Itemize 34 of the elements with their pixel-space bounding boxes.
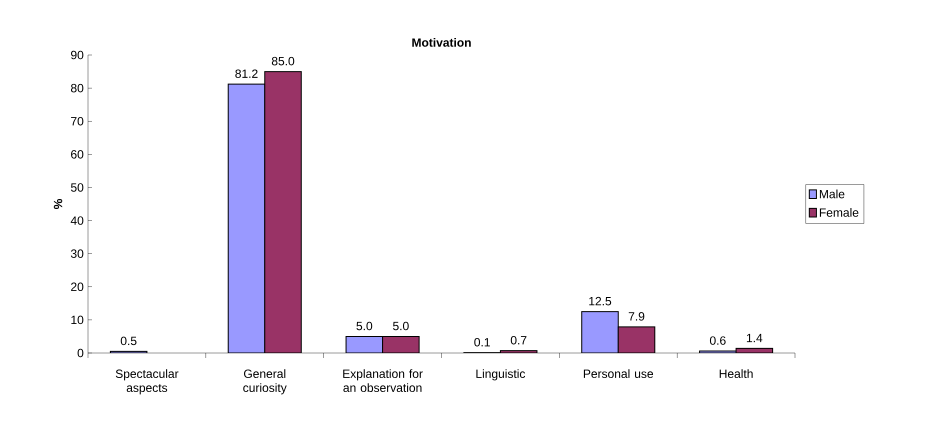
x-tick-label: Linguistic [476,369,526,380]
y-tick-label: 60 [71,150,84,159]
legend-label: Female [820,208,858,217]
data-label: 0.6 [710,336,726,345]
data-label: 5.0 [356,322,372,330]
data-label: 81.2 [235,69,258,78]
data-label: 7.9 [628,312,644,321]
data-label: 0.5 [120,336,136,346]
data-label: 0.7 [510,336,526,344]
bar [264,71,302,353]
y-tick-label: 20 [71,282,84,292]
x-tick-label: General curiosity [243,369,287,394]
x-tick-label: Spectacular aspects [116,369,178,394]
data-label: 12.5 [589,296,612,306]
legend-label: Male [820,190,844,198]
x-tick-label: Explanation for an observation [343,369,423,392]
data-label: 5.0 [392,322,409,330]
data-label: 0.1 [474,338,490,346]
y-axis-title: % [54,198,62,210]
y-tick-label: 70 [71,116,84,126]
y-tick-label: 10 [71,316,84,324]
y-tick-label: 50 [70,183,84,192]
y-tick-label: 30 [70,249,84,258]
bar [382,336,420,353]
bar [618,326,656,353]
y-tick-label: 90 [71,50,84,60]
chart-title: Motivation [412,38,471,47]
data-label: 85.0 [272,56,294,66]
x-tick-label: Health [720,369,753,378]
y-tick-label: 0 [78,348,84,358]
x-tick-label: Personal use [584,369,654,378]
y-tick-label: 80 [70,84,84,92]
y-tick-label: 40 [70,216,84,225]
data-label: 1.4 [746,334,762,342]
